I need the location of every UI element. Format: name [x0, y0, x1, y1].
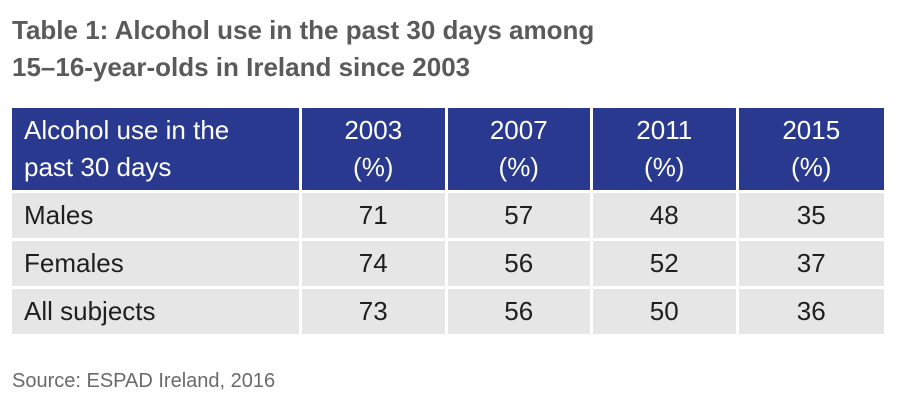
cell-value: 35	[738, 193, 884, 241]
header-category-line-1: Alcohol use in the	[24, 115, 230, 145]
table-title: Table 1: Alcohol use in the past 30 days…	[12, 12, 872, 86]
cell-value: 74	[302, 241, 448, 289]
header-year: 2011	[636, 115, 693, 145]
cell-value: 71	[302, 193, 448, 241]
row-label-females: Females	[12, 241, 302, 289]
cell-value: 36	[738, 289, 884, 337]
cell-value: 56	[447, 289, 593, 337]
cell-value: 48	[593, 193, 739, 241]
header-cell-2007: 2007 (%)	[447, 108, 593, 193]
header-year: 2015	[782, 115, 841, 145]
cell-value: 73	[302, 289, 448, 337]
header-unit: (%)	[353, 152, 394, 182]
cell-value: 52	[593, 241, 739, 289]
header-cell-2003: 2003 (%)	[302, 108, 448, 193]
header-category-line-2: past 30 days	[24, 152, 172, 182]
table-row: Females 74 56 52 37	[12, 241, 884, 289]
header-cell-category: Alcohol use in the past 30 days	[12, 108, 302, 193]
table-title-line-1: Table 1: Alcohol use in the past 30 days…	[12, 15, 595, 45]
table-title-line-2: 15–16-year-olds in Ireland since 2003	[12, 52, 471, 82]
header-cell-2015: 2015 (%)	[738, 108, 884, 193]
header-unit: (%)	[791, 152, 832, 182]
header-unit: (%)	[498, 152, 539, 182]
cell-value: 37	[738, 241, 884, 289]
header-unit: (%)	[644, 152, 685, 182]
row-label-males: Males	[12, 193, 302, 241]
source-note: Source: ESPAD Ireland, 2016	[12, 370, 276, 392]
cell-value: 57	[447, 193, 593, 241]
header-year: 2003	[344, 115, 403, 145]
header-cell-2011: 2011 (%)	[593, 108, 739, 193]
table-row: Males 71 57 48 35	[12, 193, 884, 241]
cell-value: 56	[447, 241, 593, 289]
alcohol-use-table: Alcohol use in the past 30 days 2003 (%)…	[12, 108, 884, 337]
cell-value: 50	[593, 289, 739, 337]
table-row: All subjects 73 56 50 36	[12, 289, 884, 337]
header-year: 2007	[489, 115, 548, 145]
row-label-all-subjects: All subjects	[12, 289, 302, 337]
table-header-row: Alcohol use in the past 30 days 2003 (%)…	[12, 108, 884, 193]
